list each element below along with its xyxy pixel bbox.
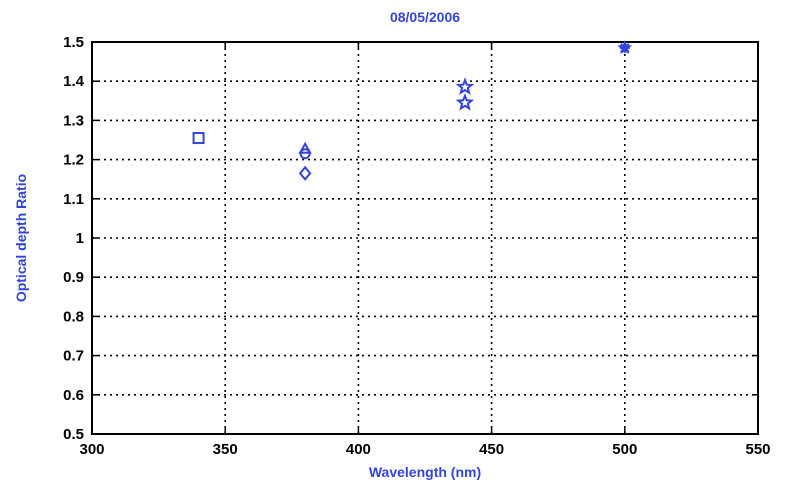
star-marker bbox=[455, 93, 475, 111]
plot-area-frame bbox=[91, 41, 759, 435]
x-tick-label: 450 bbox=[479, 441, 504, 458]
y-tick-label: 0.9 bbox=[63, 269, 84, 286]
y-tick-label: 1.5 bbox=[63, 34, 84, 51]
y-tick-label: 0.7 bbox=[63, 348, 84, 365]
diamond-marker bbox=[298, 165, 312, 181]
grid-lines bbox=[92, 42, 758, 434]
triangle-marker bbox=[298, 141, 312, 154]
y-tick-label: 1 bbox=[76, 230, 84, 247]
axis-ticks: 300 350 400 450 500 550 0.5 0.6 0.7 0.8 0.9 1 1.1 1.2… bbox=[63, 34, 770, 458]
x-tick-label: 350 bbox=[213, 441, 238, 458]
y-tick-label: 1.3 bbox=[63, 112, 84, 129]
y-tick-label: 1.2 bbox=[63, 152, 84, 169]
x-axis-label: Wavelength (nm) bbox=[369, 464, 481, 480]
y-tick-label: 0.8 bbox=[63, 308, 84, 325]
y-tick-label: 0.6 bbox=[63, 387, 84, 404]
asterisk-marker bbox=[617, 40, 633, 55]
x-tick-label: 300 bbox=[79, 441, 104, 458]
y-axis-label: Optical depth Ratio bbox=[13, 174, 29, 302]
y-tick-label: 0.5 bbox=[63, 426, 84, 443]
data-markers bbox=[192, 40, 633, 181]
x-tick-label: 400 bbox=[346, 441, 371, 458]
star-marker bbox=[455, 77, 475, 95]
y-tick-label: 1.1 bbox=[63, 191, 84, 208]
chart-title: 08/05/2006 bbox=[390, 9, 460, 25]
x-tick-label: 550 bbox=[745, 441, 770, 458]
square-marker bbox=[192, 132, 205, 145]
x-tick-label: 500 bbox=[612, 441, 637, 458]
y-tick-label: 1.4 bbox=[63, 73, 85, 90]
asterisk-star bbox=[617, 40, 633, 55]
